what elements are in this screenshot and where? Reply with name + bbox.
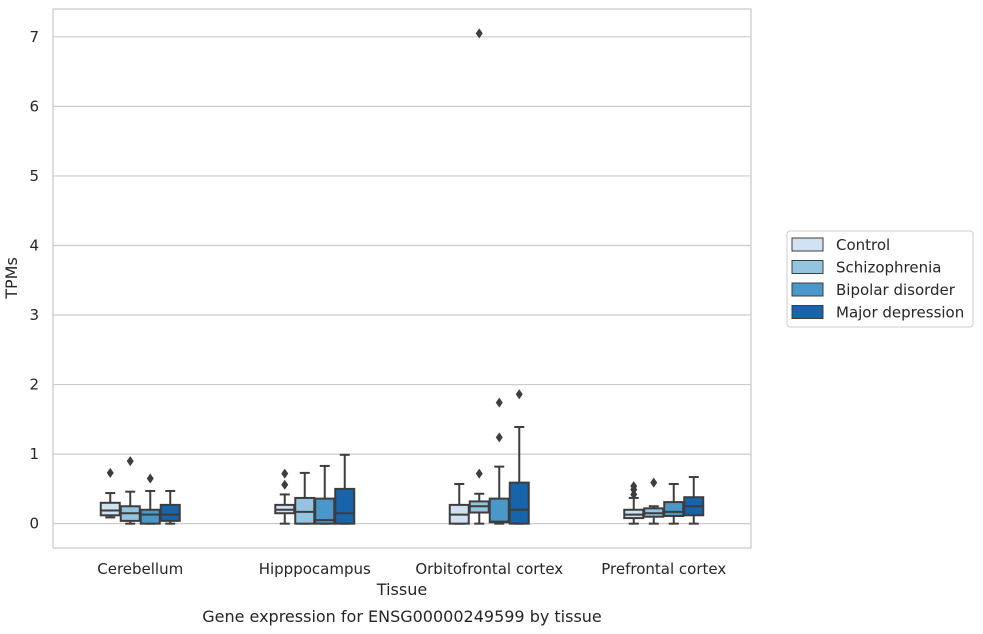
- box-group: [468, 28, 490, 525]
- y-tick-label: 4: [29, 236, 39, 254]
- y-tick-label: 3: [29, 306, 39, 324]
- box: [294, 496, 316, 525]
- x-tick-label: Hipppocampus: [259, 560, 371, 578]
- box-group: [663, 483, 685, 525]
- legend-swatch: [791, 260, 824, 274]
- box-group: [294, 471, 316, 525]
- y-tick-label: 1: [29, 445, 39, 463]
- box-group: [448, 483, 470, 525]
- plot-area-frame: [52, 8, 752, 549]
- outlier-point: [630, 481, 638, 492]
- box-group: [139, 473, 161, 525]
- box-group: [508, 389, 530, 525]
- legend-label: Schizophrenia: [836, 259, 941, 277]
- outlier-point: [146, 473, 154, 484]
- x-tick-label: Orbitofrontal cortex: [415, 560, 563, 578]
- legend-entries: Control Schizophrenia Bipolar disorder Majo…: [791, 236, 964, 322]
- outlier-point: [281, 479, 289, 490]
- box-group: [623, 481, 645, 525]
- outlier-point: [495, 397, 503, 408]
- box: [663, 501, 685, 518]
- box: [159, 503, 181, 522]
- legend-swatch: [791, 282, 824, 297]
- x-axis-label: Tissue: [376, 580, 427, 599]
- grid-lines: [53, 36, 751, 525]
- box-group: [334, 453, 356, 525]
- legend-swatch: [791, 305, 824, 319]
- legend-label: Bipolar disorder: [836, 281, 956, 299]
- box-group: [119, 456, 141, 525]
- box-group: [683, 476, 705, 525]
- box-group: [159, 489, 181, 525]
- box: [99, 501, 121, 517]
- box: [508, 481, 530, 525]
- x-tick-labels: Cerebellum Hipppocampus Orbitofrontal cort…: [97, 560, 726, 578]
- chart-caption: Gene expression for ENSG00000249599 by t…: [202, 607, 602, 626]
- legend-frame: [786, 230, 974, 328]
- legend-swatch: [791, 237, 824, 252]
- y-tick-label: 0: [29, 515, 39, 533]
- y-tick-label: 7: [29, 28, 39, 46]
- box-group: [488, 397, 510, 525]
- outlier-point: [475, 468, 483, 479]
- outlier-point: [106, 467, 114, 478]
- box-group: [314, 464, 336, 525]
- boxes: [99, 28, 705, 525]
- box: [488, 497, 510, 524]
- box-group: [643, 477, 665, 525]
- legend-label: Control: [836, 236, 890, 254]
- y-tick-label: 6: [29, 97, 39, 115]
- x-tick-label: Cerebellum: [97, 560, 183, 578]
- outlier-point: [495, 432, 503, 443]
- box: [139, 508, 161, 525]
- box-group: [99, 467, 121, 519]
- y-tick-label: 2: [29, 376, 39, 394]
- legend: Control Schizophrenia Bipolar disorder Majo…: [786, 230, 974, 328]
- y-axis-label: TPMs: [2, 257, 21, 300]
- y-tick-label: 5: [29, 167, 39, 185]
- outlier-point: [126, 456, 134, 467]
- x-tick-label: Prefrontal cortex: [601, 560, 726, 578]
- box-group: [274, 468, 296, 525]
- outlier-point: [650, 477, 658, 488]
- box: [334, 487, 356, 525]
- outlier-point: [281, 468, 289, 479]
- legend-label: Major depression: [836, 304, 964, 322]
- outlier-point: [515, 389, 523, 400]
- outlier-point: [475, 28, 483, 39]
- y-tick-labels: 0 1 2 3 4 5 6 7: [29, 28, 39, 533]
